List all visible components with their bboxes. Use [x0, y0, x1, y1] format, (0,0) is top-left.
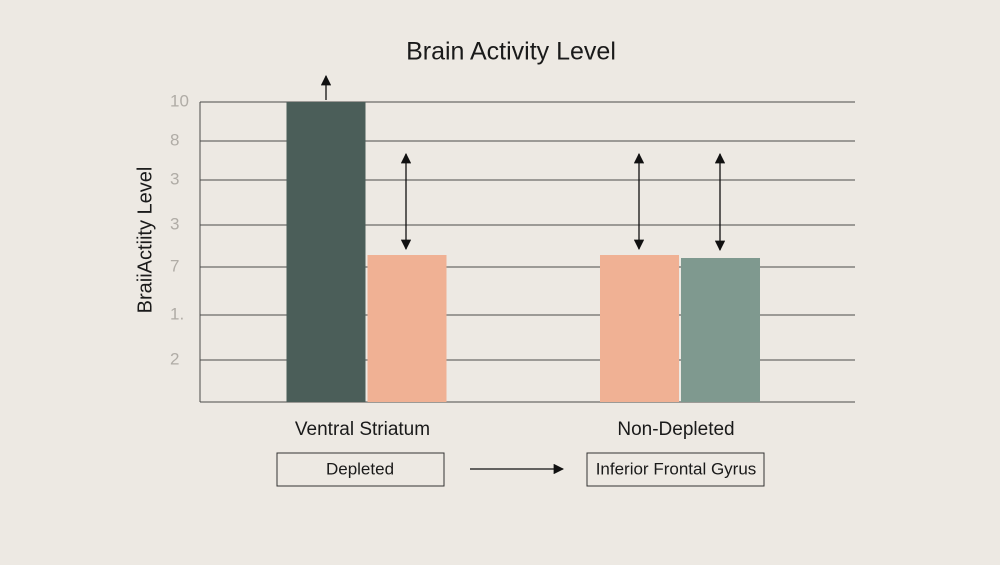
bar: [600, 255, 679, 402]
y-tick-label: 2: [170, 349, 179, 368]
annotation: Depleted: [326, 459, 394, 478]
y-tick-label: 1.: [170, 304, 184, 323]
annotation-arrows: [320, 74, 726, 475]
bar: [681, 258, 760, 402]
annotation-box: [276, 452, 445, 487]
y-tick-label: 8: [170, 130, 179, 149]
x-tick-label: Ventral Striatum: [295, 419, 430, 440]
y-tick-label: 10: [170, 91, 189, 110]
bar: [286, 102, 366, 402]
annotation-box: [586, 452, 765, 487]
y-tick-label: 7: [170, 256, 179, 275]
y-tick-label: 3: [170, 214, 179, 233]
chart-title: Brain Activity Level: [406, 38, 616, 66]
bar: [367, 255, 447, 402]
annotation: Inferior Frontal Gyrus: [596, 459, 757, 478]
y-axis-label: BraiiActiity Level: [134, 167, 156, 314]
y-tick-label: 3: [170, 169, 179, 188]
x-tick-label: Non-Depleted: [617, 419, 734, 440]
